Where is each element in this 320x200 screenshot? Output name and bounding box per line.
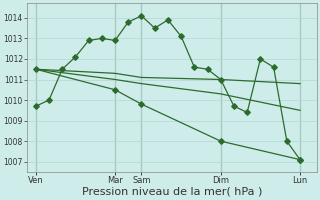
X-axis label: Pression niveau de la mer( hPa ): Pression niveau de la mer( hPa )	[82, 187, 262, 197]
